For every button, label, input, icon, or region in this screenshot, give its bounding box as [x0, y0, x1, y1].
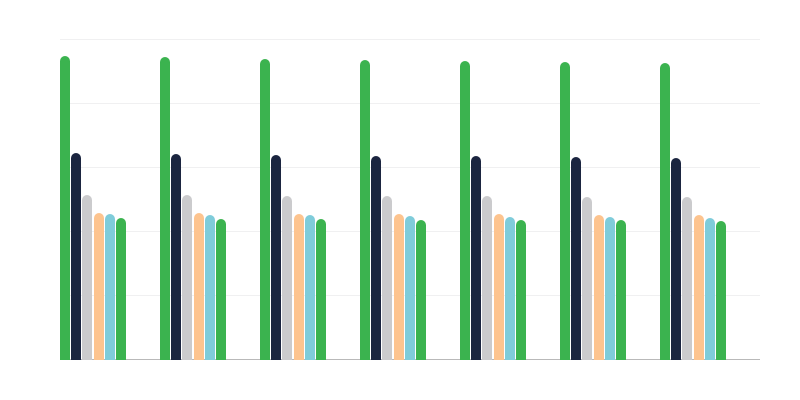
- bar-green-short: [115, 217, 126, 360]
- bar-green-short: [715, 221, 726, 360]
- bar-gray: [282, 195, 293, 360]
- bar-navy: [271, 154, 282, 360]
- bar-sky-blue: [504, 216, 515, 360]
- gridline: [60, 167, 760, 168]
- bar-orange: [593, 214, 604, 360]
- bar-group: [660, 40, 760, 360]
- bar-navy: [171, 153, 182, 360]
- gridline: [60, 39, 760, 40]
- bar-sky-blue: [604, 216, 615, 360]
- bar-navy: [71, 152, 82, 360]
- bar-sky-blue: [404, 216, 415, 360]
- bar-green-tall: [660, 63, 670, 360]
- bar-green-short: [415, 219, 426, 360]
- bar-navy: [571, 157, 582, 360]
- bar-orange: [293, 213, 304, 360]
- bar-group: [460, 40, 560, 360]
- bar-group: [360, 40, 460, 360]
- bar-group: [560, 40, 660, 360]
- bar-navy: [671, 158, 682, 360]
- bar-orange: [393, 214, 404, 360]
- bar-green-tall: [160, 57, 170, 360]
- bar-green-short: [615, 220, 626, 360]
- bar-gray: [682, 197, 693, 360]
- bar-group: [260, 40, 360, 360]
- bar-gray: [182, 195, 193, 360]
- bar-green-tall: [560, 62, 570, 360]
- bar-sky-blue: [704, 217, 715, 360]
- bar-groups: [60, 40, 760, 360]
- bar-sky-blue: [104, 214, 115, 360]
- bar-gray: [382, 196, 393, 360]
- bar-group: [60, 40, 160, 360]
- bar-green-tall: [260, 58, 270, 360]
- bar-green-tall: [60, 56, 70, 360]
- bar-orange: [93, 213, 104, 360]
- bar-gray: [82, 194, 93, 360]
- bar-sky-blue: [204, 214, 215, 360]
- bar-gray: [582, 196, 593, 360]
- bar-group: [160, 40, 260, 360]
- gridline: [60, 103, 760, 104]
- bar-gray: [482, 196, 493, 360]
- bar-sky-blue: [304, 215, 315, 360]
- bar-green-short: [515, 219, 526, 360]
- bar-orange: [493, 214, 504, 360]
- bar-green-short: [215, 218, 226, 360]
- plot-area: [60, 39, 760, 360]
- bar-green-tall: [360, 59, 370, 360]
- bar-orange: [193, 213, 204, 360]
- bar-green-tall: [460, 60, 470, 360]
- bar-navy: [471, 156, 482, 360]
- bar-green-short: [315, 218, 326, 360]
- bar-navy: [371, 155, 382, 360]
- bar-orange: [693, 215, 704, 360]
